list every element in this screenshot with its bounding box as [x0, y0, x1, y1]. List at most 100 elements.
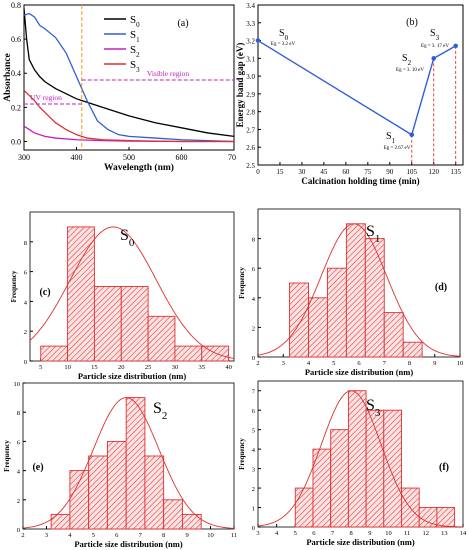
x-tick-label: 4	[275, 530, 279, 537]
y-tick-label: 1	[252, 506, 255, 513]
y-tick-label: 4	[24, 299, 28, 306]
x-tick-label: 60	[342, 168, 350, 176]
y-tick-label: 0.2	[11, 103, 21, 112]
visible-region-label: Visible region	[147, 69, 189, 78]
y-tick-label: 3.2	[246, 38, 255, 46]
x-tick-label: 120	[428, 168, 439, 176]
x-tick-label: 5	[332, 360, 335, 367]
x-tick-label: 90	[386, 168, 394, 176]
x-tick-label: 7	[139, 532, 143, 539]
y-tick-label: 0	[252, 525, 255, 532]
x-axis-label: Wavelength (nm)	[104, 162, 174, 173]
histogram-bar	[181, 513, 202, 530]
x-tick-label: 8	[350, 530, 353, 537]
histogram-bar	[402, 341, 423, 358]
y-tick-label: 6	[252, 408, 256, 415]
x-tick-label: 12	[422, 530, 429, 537]
y-tick-label: 0	[17, 527, 20, 534]
x-tick-label: 300	[18, 153, 30, 162]
y-tick-label: 3	[252, 467, 255, 474]
x-tick-label: 8	[408, 360, 411, 367]
plot-frame	[257, 4, 464, 166]
y-tick-label: 5	[252, 428, 255, 435]
point-label-s1: S1	[386, 131, 396, 145]
histogram-bar	[174, 345, 203, 362]
normal-fit-curve	[257, 223, 461, 357]
x-tick-label: 2	[256, 360, 259, 367]
y-tick-label: 0.6	[11, 35, 21, 44]
point-label-s0: S0	[279, 28, 289, 42]
y-tick-label: 2.5	[246, 162, 255, 170]
normal-fit-curve	[29, 226, 235, 359]
x-tick-label: 3	[256, 530, 259, 537]
y-tick-label: 2	[24, 329, 27, 336]
x-tick-label: 4	[307, 360, 311, 367]
eg-label-s0: Eg = 3.2 eV	[271, 42, 296, 47]
y-tick-label: 6	[252, 266, 256, 273]
x-tick-label: 7	[383, 360, 387, 367]
histogram-bar	[347, 390, 367, 528]
histogram-bar	[326, 267, 347, 358]
point-label-s2: S2	[402, 53, 412, 67]
y-tick-label: 4	[252, 447, 256, 454]
histogram-bar	[308, 297, 328, 358]
chart-title: S2	[153, 400, 167, 422]
series-line-s3	[23, 89, 234, 143]
normal-fit-curve	[22, 397, 235, 529]
x-tick-label: 6	[357, 360, 361, 367]
x-tick-label: 5	[294, 530, 297, 537]
x-tick-label: 10	[457, 360, 464, 367]
x-axis-label: Particle size distribution (nm)	[74, 539, 183, 549]
y-tick-label: 2	[252, 325, 255, 332]
x-tick-label: 9	[185, 532, 188, 539]
y-axis-label: Frequency	[238, 438, 246, 470]
x-axis-label: Particle size distribution (nm)	[78, 371, 187, 381]
legend-label-s2: S2	[130, 44, 140, 59]
plot-frame	[23, 4, 235, 151]
x-tick-label: 3	[45, 532, 48, 539]
y-tick-label: 10	[14, 381, 21, 388]
x-tick-label: 30	[298, 168, 306, 176]
x-tick-label: 15	[91, 364, 98, 371]
x-tick-label: 30	[172, 364, 179, 371]
x-tick-label: 5	[92, 532, 95, 539]
y-tick-label: 2	[252, 486, 255, 493]
histogram-bar	[345, 223, 366, 358]
series-line-s1	[23, 12, 235, 143]
x-tick-label: 10	[385, 530, 392, 537]
x-tick-label: 2	[21, 532, 24, 539]
x-tick-label: 25	[145, 364, 152, 371]
histogram-bar	[40, 345, 69, 362]
x-axis-label: Calcination holding time (min)	[301, 176, 419, 186]
x-tick-label: 11	[404, 530, 410, 537]
panel-label: (e)	[32, 462, 43, 473]
chart-title: S3	[366, 397, 381, 419]
x-tick-label: 0	[256, 168, 260, 176]
y-tick-label: 0.8	[11, 1, 21, 10]
histogram-bar	[436, 507, 456, 528]
histogram-bar	[294, 487, 314, 528]
x-axis-label: Particle size distribution (nm)	[306, 537, 415, 547]
histogram-bar	[67, 226, 95, 362]
y-axis-label: Frequency	[10, 270, 18, 302]
eg-label-s3: Eg = 3. 17 eV	[421, 44, 449, 49]
data-point	[431, 56, 437, 61]
y-tick-label: 7	[252, 389, 256, 396]
y-tick-label: 3.3	[246, 20, 255, 28]
series-line-s0	[23, 8, 235, 137]
x-tick-label: 13	[441, 530, 448, 537]
chart-title: S0	[120, 227, 135, 249]
histogram-bar	[106, 440, 127, 530]
panel-label: (c)	[39, 287, 50, 298]
y-tick-label: 6	[24, 270, 28, 277]
histogram-bar	[50, 513, 71, 530]
data-point	[409, 132, 415, 138]
panel-b: 2.5 2.6 2.7 2.8 2.9 3.0 3.1 3.2 3.3 3.4 0 15 30 45 60 7…	[235, 2, 464, 186]
panel-label: (b)	[406, 17, 418, 28]
histogram-bar	[330, 429, 349, 528]
x-tick-label: 35	[199, 364, 206, 371]
x-tick-label: 9	[368, 530, 371, 537]
y-axis-label: Frequency	[238, 267, 246, 299]
